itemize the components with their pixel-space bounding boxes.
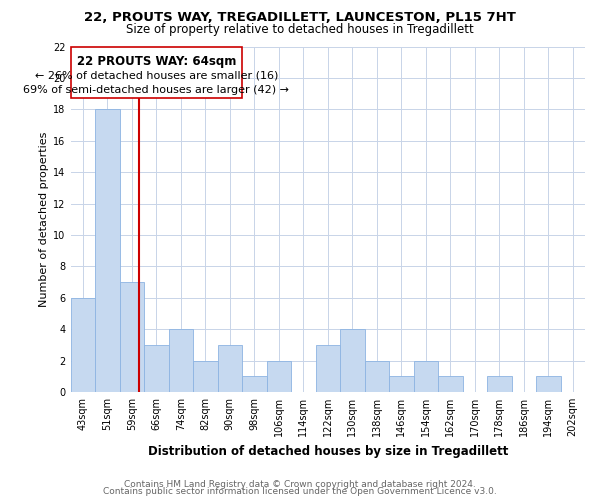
Text: Contains public sector information licensed under the Open Government Licence v3: Contains public sector information licen… — [103, 487, 497, 496]
Text: ← 26% of detached houses are smaller (16): ← 26% of detached houses are smaller (16… — [35, 70, 278, 80]
Text: Size of property relative to detached houses in Tregadillett: Size of property relative to detached ho… — [126, 22, 474, 36]
Bar — [193, 360, 218, 392]
Bar — [389, 376, 413, 392]
Bar — [71, 46, 242, 98]
Bar — [119, 282, 144, 392]
Text: 22, PROUTS WAY, TREGADILLETT, LAUNCESTON, PL15 7HT: 22, PROUTS WAY, TREGADILLETT, LAUNCESTON… — [84, 11, 516, 24]
Bar — [438, 376, 463, 392]
Bar — [340, 329, 365, 392]
Text: Contains HM Land Registry data © Crown copyright and database right 2024.: Contains HM Land Registry data © Crown c… — [124, 480, 476, 489]
X-axis label: Distribution of detached houses by size in Tregadillett: Distribution of detached houses by size … — [148, 444, 508, 458]
Bar — [95, 110, 119, 392]
Bar — [144, 345, 169, 392]
Bar — [242, 376, 266, 392]
Bar — [487, 376, 511, 392]
Bar — [266, 360, 291, 392]
Text: 69% of semi-detached houses are larger (42) →: 69% of semi-detached houses are larger (… — [23, 85, 289, 95]
Bar — [316, 345, 340, 392]
Bar — [218, 345, 242, 392]
Bar — [169, 329, 193, 392]
Bar — [413, 360, 438, 392]
Bar — [365, 360, 389, 392]
Text: 22 PROUTS WAY: 64sqm: 22 PROUTS WAY: 64sqm — [77, 55, 236, 68]
Y-axis label: Number of detached properties: Number of detached properties — [39, 132, 49, 307]
Bar — [71, 298, 95, 392]
Bar — [536, 376, 560, 392]
